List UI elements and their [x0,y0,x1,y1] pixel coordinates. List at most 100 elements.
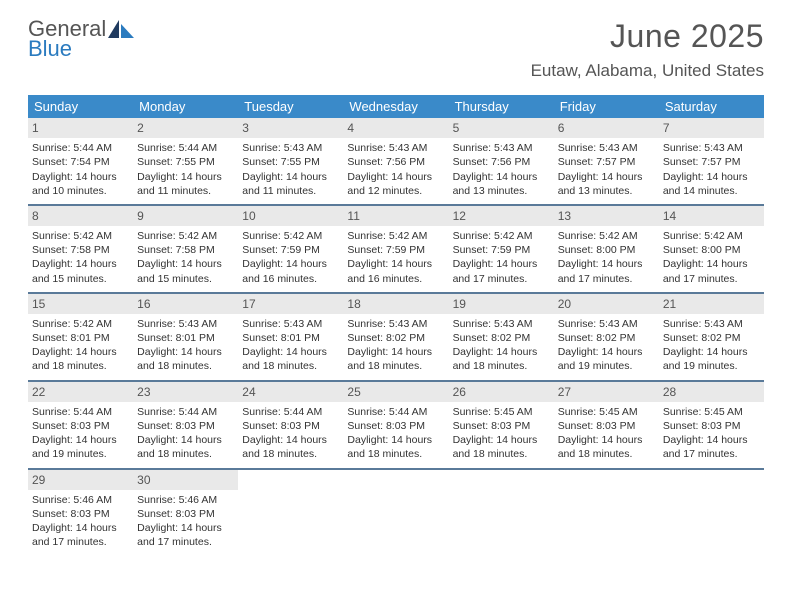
daylight-text: Daylight: 14 hours [558,433,655,447]
sunrise-text: Sunrise: 5:44 AM [32,141,129,155]
day-cell: 18Sunrise: 5:43 AMSunset: 8:02 PMDayligh… [343,294,448,380]
sunset-text: Sunset: 8:01 PM [32,331,129,345]
daylight-text: and 19 minutes. [32,447,129,461]
day-number: 11 [343,206,448,226]
sunset-text: Sunset: 7:57 PM [663,155,760,169]
daylight-text: and 18 minutes. [453,359,550,373]
day-cell: 8Sunrise: 5:42 AMSunset: 7:58 PMDaylight… [28,206,133,292]
daylight-text: Daylight: 14 hours [558,170,655,184]
logo: General Blue [28,18,134,60]
day-cell: 27Sunrise: 5:45 AMSunset: 8:03 PMDayligh… [554,382,659,468]
day-header-sunday: Sunday [28,95,133,118]
day-cell: 5Sunrise: 5:43 AMSunset: 7:56 PMDaylight… [449,118,554,204]
daylight-text: Daylight: 14 hours [347,345,444,359]
header: General Blue June 2025 Eutaw, Alabama, U… [28,18,764,81]
daylight-text: and 16 minutes. [242,272,339,286]
sunset-text: Sunset: 8:02 PM [453,331,550,345]
sunset-text: Sunset: 8:02 PM [347,331,444,345]
day-cell: 23Sunrise: 5:44 AMSunset: 8:03 PMDayligh… [133,382,238,468]
week-row: 15Sunrise: 5:42 AMSunset: 8:01 PMDayligh… [28,294,764,382]
day-number: 26 [449,382,554,402]
sunrise-text: Sunrise: 5:45 AM [453,405,550,419]
sunrise-text: Sunrise: 5:45 AM [558,405,655,419]
sunrise-text: Sunrise: 5:43 AM [663,141,760,155]
day-number: 3 [238,118,343,138]
daylight-text: and 10 minutes. [32,184,129,198]
day-number: 7 [659,118,764,138]
daylight-text: and 13 minutes. [558,184,655,198]
daylight-text: Daylight: 14 hours [242,345,339,359]
day-number: 21 [659,294,764,314]
daylight-text: and 18 minutes. [242,359,339,373]
sunset-text: Sunset: 7:58 PM [32,243,129,257]
day-number: 12 [449,206,554,226]
sunset-text: Sunset: 8:03 PM [347,419,444,433]
daylight-text: Daylight: 14 hours [32,345,129,359]
daylight-text: Daylight: 14 hours [663,170,760,184]
day-cell: 2Sunrise: 5:44 AMSunset: 7:55 PMDaylight… [133,118,238,204]
daylight-text: and 19 minutes. [663,359,760,373]
day-cell: 17Sunrise: 5:43 AMSunset: 8:01 PMDayligh… [238,294,343,380]
day-number: 6 [554,118,659,138]
sunrise-text: Sunrise: 5:46 AM [137,493,234,507]
daylight-text: and 11 minutes. [242,184,339,198]
sunset-text: Sunset: 7:59 PM [242,243,339,257]
sunset-text: Sunset: 8:00 PM [663,243,760,257]
day-header-row: Sunday Monday Tuesday Wednesday Thursday… [28,95,764,118]
month-title: June 2025 [531,18,764,55]
day-number: 2 [133,118,238,138]
day-cell: 3Sunrise: 5:43 AMSunset: 7:55 PMDaylight… [238,118,343,204]
sunset-text: Sunset: 8:00 PM [558,243,655,257]
day-cell: 29Sunrise: 5:46 AMSunset: 8:03 PMDayligh… [28,470,133,556]
daylight-text: and 13 minutes. [453,184,550,198]
day-cell [449,470,554,556]
day-header-wednesday: Wednesday [343,95,448,118]
sunrise-text: Sunrise: 5:42 AM [663,229,760,243]
day-number: 25 [343,382,448,402]
day-number: 17 [238,294,343,314]
day-cell: 12Sunrise: 5:42 AMSunset: 7:59 PMDayligh… [449,206,554,292]
daylight-text: and 18 minutes. [558,447,655,461]
sunset-text: Sunset: 8:03 PM [137,507,234,521]
logo-sail-icon [108,20,134,38]
day-cell: 7 Sunrise: 5:43 AMSunset: 7:57 PMDaylight… [659,118,764,204]
sunrise-text: Sunrise: 5:43 AM [137,317,234,331]
day-cell: 6Sunrise: 5:43 AMSunset: 7:57 PMDaylight… [554,118,659,204]
sunset-text: Sunset: 7:57 PM [558,155,655,169]
day-cell: 15Sunrise: 5:42 AMSunset: 8:01 PMDayligh… [28,294,133,380]
day-header-thursday: Thursday [449,95,554,118]
sunrise-text: Sunrise: 5:42 AM [32,317,129,331]
calendar: Sunday Monday Tuesday Wednesday Thursday… [28,95,764,555]
day-number: 10 [238,206,343,226]
daylight-text: and 16 minutes. [347,272,444,286]
location-text: Eutaw, Alabama, United States [531,61,764,81]
sunrise-text: Sunrise: 5:44 AM [32,405,129,419]
day-cell: 21Sunrise: 5:43 AMSunset: 8:02 PMDayligh… [659,294,764,380]
daylight-text: and 15 minutes. [32,272,129,286]
daylight-text: and 15 minutes. [137,272,234,286]
daylight-text: and 14 minutes. [663,184,760,198]
sunrise-text: Sunrise: 5:44 AM [137,405,234,419]
daylight-text: Daylight: 14 hours [663,257,760,271]
day-number: 24 [238,382,343,402]
sunset-text: Sunset: 8:03 PM [32,419,129,433]
day-number: 30 [133,470,238,490]
day-number: 20 [554,294,659,314]
day-number: 14 [659,206,764,226]
daylight-text: Daylight: 14 hours [137,433,234,447]
sunset-text: Sunset: 8:02 PM [558,331,655,345]
daylight-text: and 17 minutes. [558,272,655,286]
sunset-text: Sunset: 8:03 PM [137,419,234,433]
daylight-text: Daylight: 14 hours [242,170,339,184]
day-number: 29 [28,470,133,490]
sunrise-text: Sunrise: 5:44 AM [347,405,444,419]
sunrise-text: Sunrise: 5:43 AM [242,317,339,331]
day-cell: 24Sunrise: 5:44 AMSunset: 8:03 PMDayligh… [238,382,343,468]
sunset-text: Sunset: 7:56 PM [453,155,550,169]
daylight-text: and 18 minutes. [32,359,129,373]
sunset-text: Sunset: 8:03 PM [242,419,339,433]
day-number: 13 [554,206,659,226]
sunset-text: Sunset: 8:03 PM [32,507,129,521]
daylight-text: Daylight: 14 hours [242,257,339,271]
day-number: 27 [554,382,659,402]
